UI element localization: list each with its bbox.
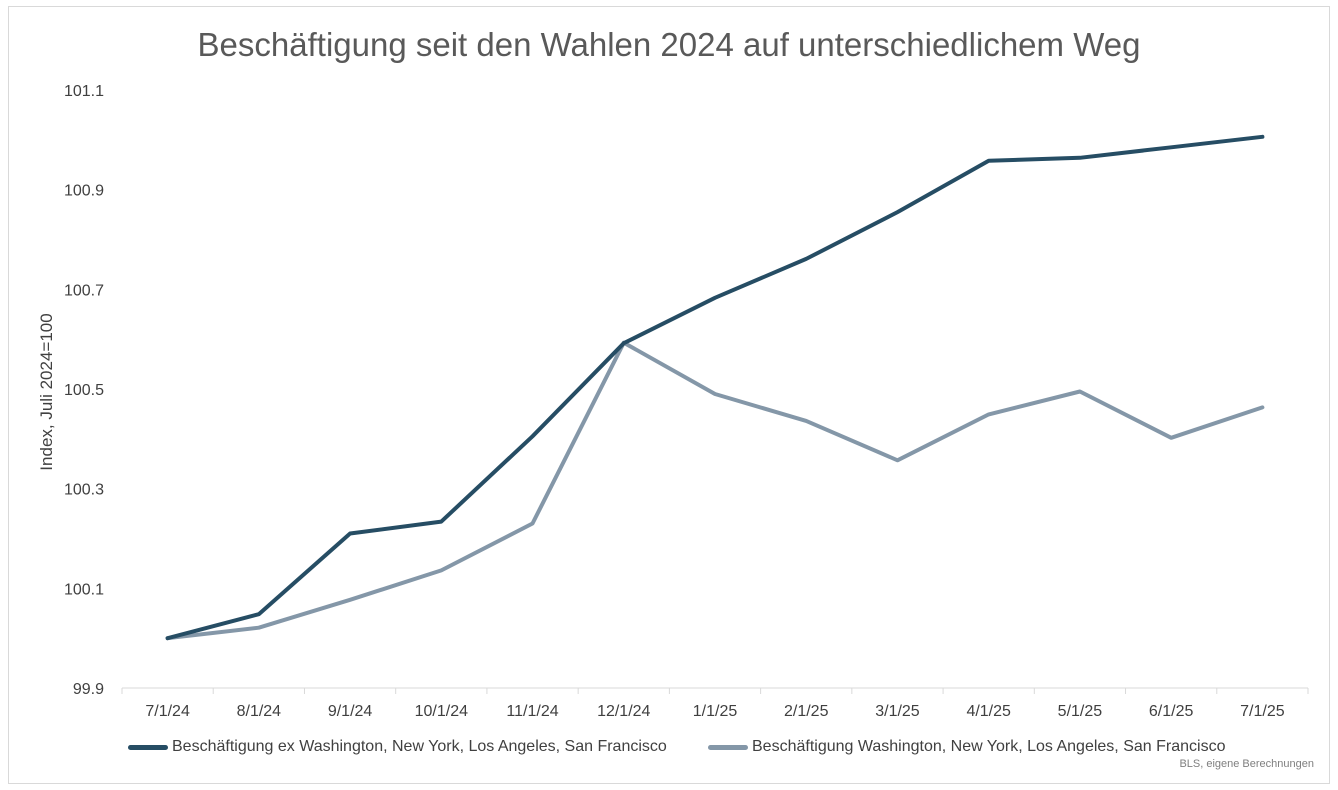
source-note: BLS, eigene Berechnungen [1179, 758, 1314, 770]
y-tick-label: 100.5 [64, 382, 104, 399]
series-line-1 [165, 134, 1265, 641]
legend: Beschäftigung ex Washington, New York, L… [0, 738, 1338, 764]
x-tick-label: 7/1/24 [145, 703, 190, 720]
y-tick-label: 100.7 [64, 282, 104, 299]
legend-swatch-series-2 [708, 744, 748, 750]
y-tick-label: 99.9 [73, 681, 104, 698]
x-tick-label: 5/1/25 [1058, 703, 1103, 720]
x-tick-label: 8/1/24 [237, 703, 282, 720]
y-tick-label: 100.3 [64, 482, 104, 499]
y-tick-label: 100.9 [64, 183, 104, 200]
x-tick-label: 11/1/24 [506, 703, 558, 720]
legend-item-series-1: Beschäftigung ex Washington, New York, L… [128, 738, 667, 756]
legend-label-series-2: Beschäftigung Washington, New York, Los … [752, 738, 1226, 755]
x-tick-label: 9/1/24 [328, 703, 373, 720]
chart-frame [8, 6, 1330, 784]
chart-title: Beschäftigung seit den Wahlen 2024 auf u… [197, 26, 1141, 63]
x-tick-label: 12/1/24 [597, 703, 650, 720]
x-tick-label: 2/1/25 [784, 703, 829, 720]
x-tick-label: 6/1/25 [1149, 703, 1194, 720]
x-tick-label: 10/1/24 [415, 703, 468, 720]
x-tick-label: 7/1/25 [1240, 703, 1285, 720]
x-tick-label: 3/1/25 [875, 703, 920, 720]
x-tick-label: 1/1/25 [693, 703, 738, 720]
y-tick-label: 100.1 [64, 581, 104, 598]
series-line-2 [165, 340, 1265, 641]
x-tick-label: 4/1/25 [966, 703, 1011, 720]
legend-swatch-series-1 [128, 744, 168, 750]
y-tick-label: 101.1 [64, 83, 104, 100]
legend-label-series-1: Beschäftigung ex Washington, New York, L… [172, 738, 667, 755]
legend-item-series-2: Beschäftigung Washington, New York, Los … [708, 738, 1225, 756]
